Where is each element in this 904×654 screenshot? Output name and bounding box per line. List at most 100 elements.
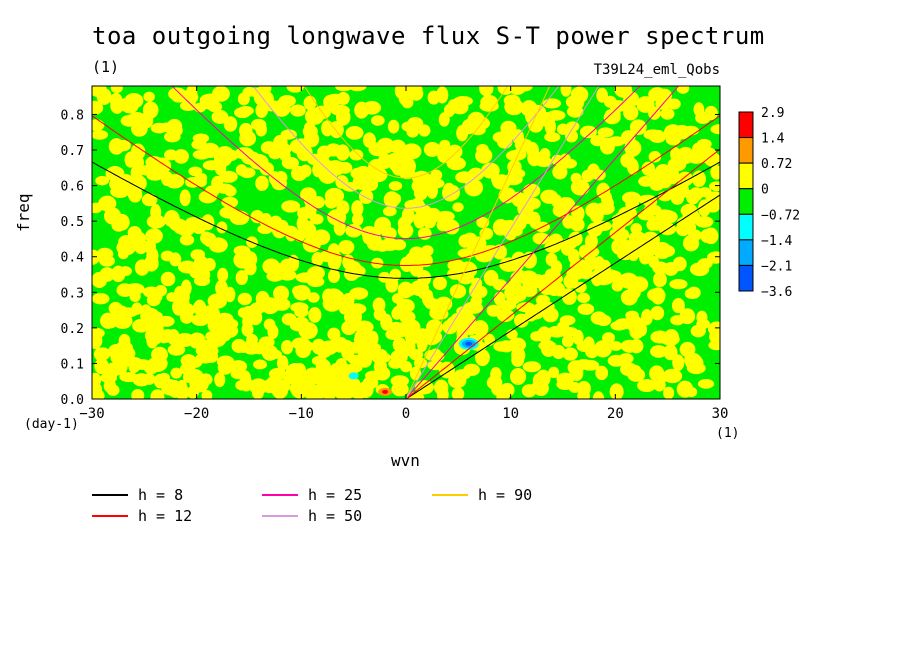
positive-patch [229, 210, 250, 226]
positive-patch [241, 250, 258, 268]
positive-patch [429, 348, 442, 361]
positive-patch [92, 372, 102, 387]
positive-patch [402, 157, 416, 175]
positive-patch [389, 268, 402, 281]
y-tick-label: 0.7 [61, 144, 84, 159]
gravity-curve [252, 86, 560, 209]
positive-patch [293, 284, 311, 301]
positive-patch [710, 165, 720, 180]
positive-patch [635, 322, 648, 337]
positive-patch [659, 245, 676, 257]
positive-patch [463, 363, 481, 376]
positive-patch [437, 308, 449, 320]
positive-patch [327, 327, 341, 341]
positive-patch [298, 321, 318, 340]
positive-patch [358, 189, 374, 205]
positive-patch [276, 355, 289, 371]
positive-patch [203, 258, 216, 272]
positive-patch [641, 161, 656, 176]
kelvin-curve [405, 86, 680, 399]
positive-patch [609, 383, 624, 399]
positive-patch [480, 94, 499, 110]
positive-patch [595, 314, 612, 327]
positive-patch [648, 151, 662, 163]
positive-patch [345, 223, 363, 238]
positive-patch [212, 86, 230, 102]
positive-patch [229, 360, 248, 373]
positive-patch [704, 152, 720, 167]
positive-patch [538, 340, 557, 351]
positive-patch [420, 245, 434, 257]
positive-patch [131, 389, 145, 399]
legend-label: h = 90 [478, 486, 532, 504]
positive-patch [390, 375, 410, 387]
positive-patch [154, 284, 168, 297]
positive-patch [536, 369, 551, 387]
positive-patch [444, 219, 460, 235]
positive-patch [648, 129, 667, 144]
positive-patch [301, 341, 314, 352]
dispersion-curves [92, 86, 720, 399]
positive-patch [592, 169, 606, 181]
positive-patch [623, 91, 640, 107]
positive-patch [179, 234, 195, 246]
positive-patch [704, 105, 718, 121]
positive-patch [653, 370, 666, 388]
positive-patch [92, 129, 109, 140]
positive-patch [324, 187, 345, 204]
positive-patch [267, 324, 279, 340]
positive-patch [402, 143, 422, 160]
positive-patch [561, 334, 574, 348]
positive-patch [96, 88, 112, 105]
positive-patch [518, 86, 533, 92]
positive-patch [676, 380, 694, 398]
positive-patch [677, 171, 694, 187]
positive-patch [335, 108, 351, 126]
positive-patch [583, 336, 595, 354]
positive-patch [511, 148, 527, 161]
positive-patch [491, 173, 503, 186]
positive-patch [593, 340, 612, 358]
positive-patch [367, 330, 379, 347]
positive-patch [697, 379, 715, 389]
positive-patch [679, 308, 696, 325]
positive-patch [280, 129, 297, 140]
positive-patch [418, 288, 433, 300]
positive-patch [592, 391, 605, 399]
colorbar-swatch [738, 188, 754, 215]
positive-patch [707, 321, 720, 337]
positive-patch [672, 256, 687, 272]
positive-patch [682, 125, 700, 136]
positive-patch [224, 286, 236, 303]
y-tick-label: 0.4 [61, 251, 85, 266]
x-tick-label: 0 [402, 406, 410, 422]
positive-patch [653, 271, 667, 288]
positive-patch [346, 303, 367, 315]
colorbar-label: 2.9 [761, 106, 784, 121]
positive-patch [160, 271, 176, 287]
positive-patch [124, 347, 136, 360]
positive-patch [335, 86, 353, 92]
positive-patch [371, 115, 385, 126]
positive-patch [526, 142, 539, 159]
positive-patch [408, 349, 424, 361]
positive-patch [680, 203, 698, 218]
positive-patch [259, 161, 274, 176]
positive-patch [568, 231, 583, 247]
positive-patch [166, 118, 183, 134]
positive-patch [303, 95, 317, 111]
positive-patch [470, 285, 488, 299]
positive-patch [687, 286, 701, 299]
x-tick-label: −10 [289, 406, 314, 422]
positive-patch [694, 216, 714, 228]
colorbar-label: −1.4 [761, 234, 792, 249]
positive-patch [585, 247, 600, 258]
positive-patch [142, 101, 159, 119]
positive-patch [307, 292, 320, 303]
positive-patch [408, 86, 424, 101]
colorbar-label: −2.1 [761, 259, 792, 274]
positive-patch [663, 344, 678, 361]
positive-patch [438, 361, 456, 379]
positive-patch [157, 315, 175, 327]
positive-patch [603, 270, 622, 283]
